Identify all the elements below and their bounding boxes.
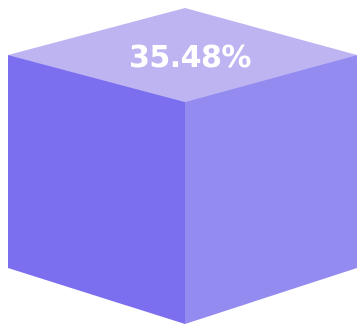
- cube-top-face: [8, 8, 357, 102]
- cube-left-face: [8, 55, 185, 324]
- percent-value: 35.48%: [129, 40, 251, 75]
- cube-right-face: [185, 55, 357, 324]
